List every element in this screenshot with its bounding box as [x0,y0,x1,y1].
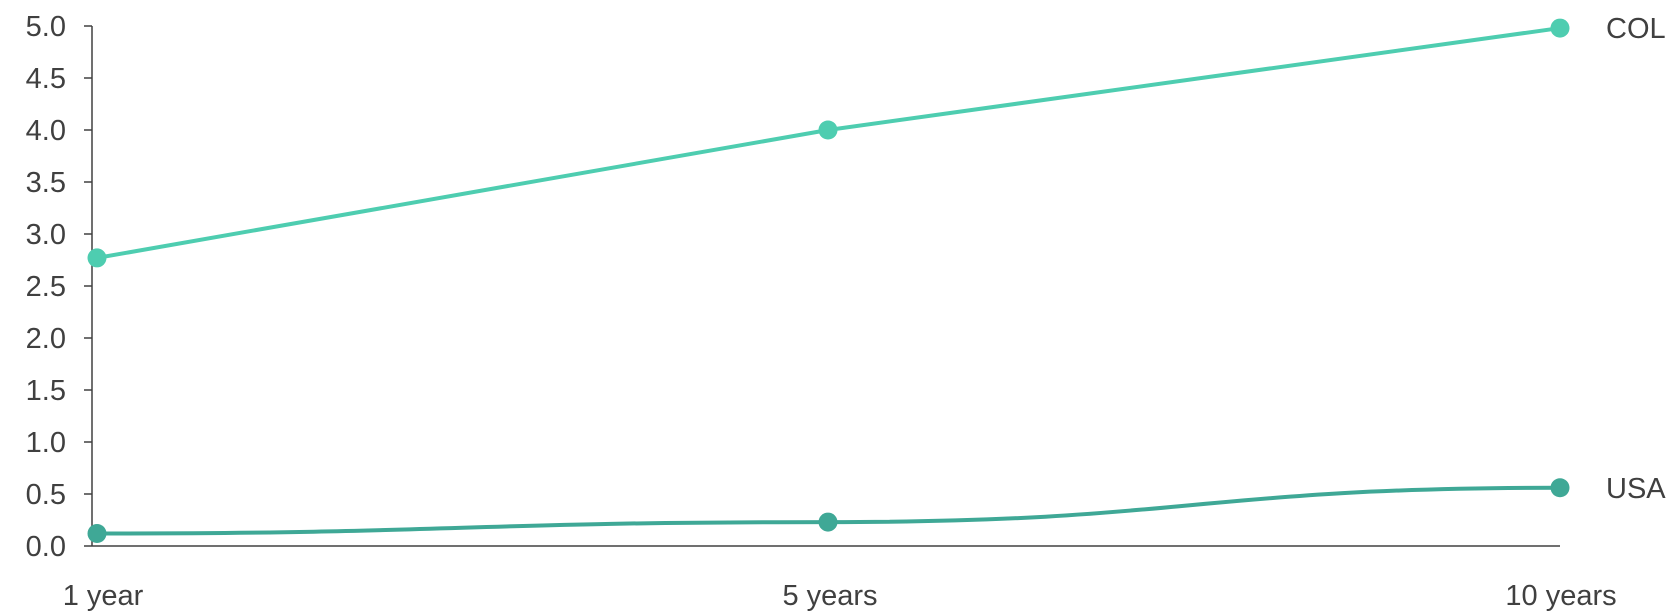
y-tick-label: 3.5 [26,167,66,199]
y-tick-label: 1.0 [26,427,66,459]
data-point-usa [818,512,838,532]
x-tick-label: 10 years [1505,580,1616,611]
x-tick-label: 5 years [782,580,877,611]
x-tick-label: 1 year [63,580,144,611]
y-tick-label: 4.0 [26,115,66,147]
y-tick-label: 2.5 [26,271,66,303]
y-tick-label: 0.5 [26,479,66,511]
series-line-col [95,26,1562,260]
series-label-col: COL [1606,13,1666,45]
series-usa: USA [87,473,1666,544]
x-axis: 1 year 5 years 10 years [63,545,1617,611]
series-layer: COL USA [87,13,1666,544]
data-point-col [818,120,838,140]
y-tick-label: 4.5 [26,63,66,95]
y-tick-label: 5.0 [26,11,66,43]
data-point-col [1550,18,1570,38]
y-axis: 0.0 0.5 1.0 1.5 2.0 2.5 3.0 3.5 4.0 4.5 5.0 [26,11,93,563]
data-point-col [87,248,107,268]
y-tick-label: 0.0 [26,531,66,563]
data-point-usa [87,524,107,544]
data-point-usa [1550,478,1570,498]
y-tick-label: 2.0 [26,323,66,355]
series-col: COL [87,13,1666,268]
y-tick-label: 1.5 [26,375,66,407]
y-tick-label: 3.0 [26,219,66,251]
series-label-usa: USA [1606,473,1666,505]
